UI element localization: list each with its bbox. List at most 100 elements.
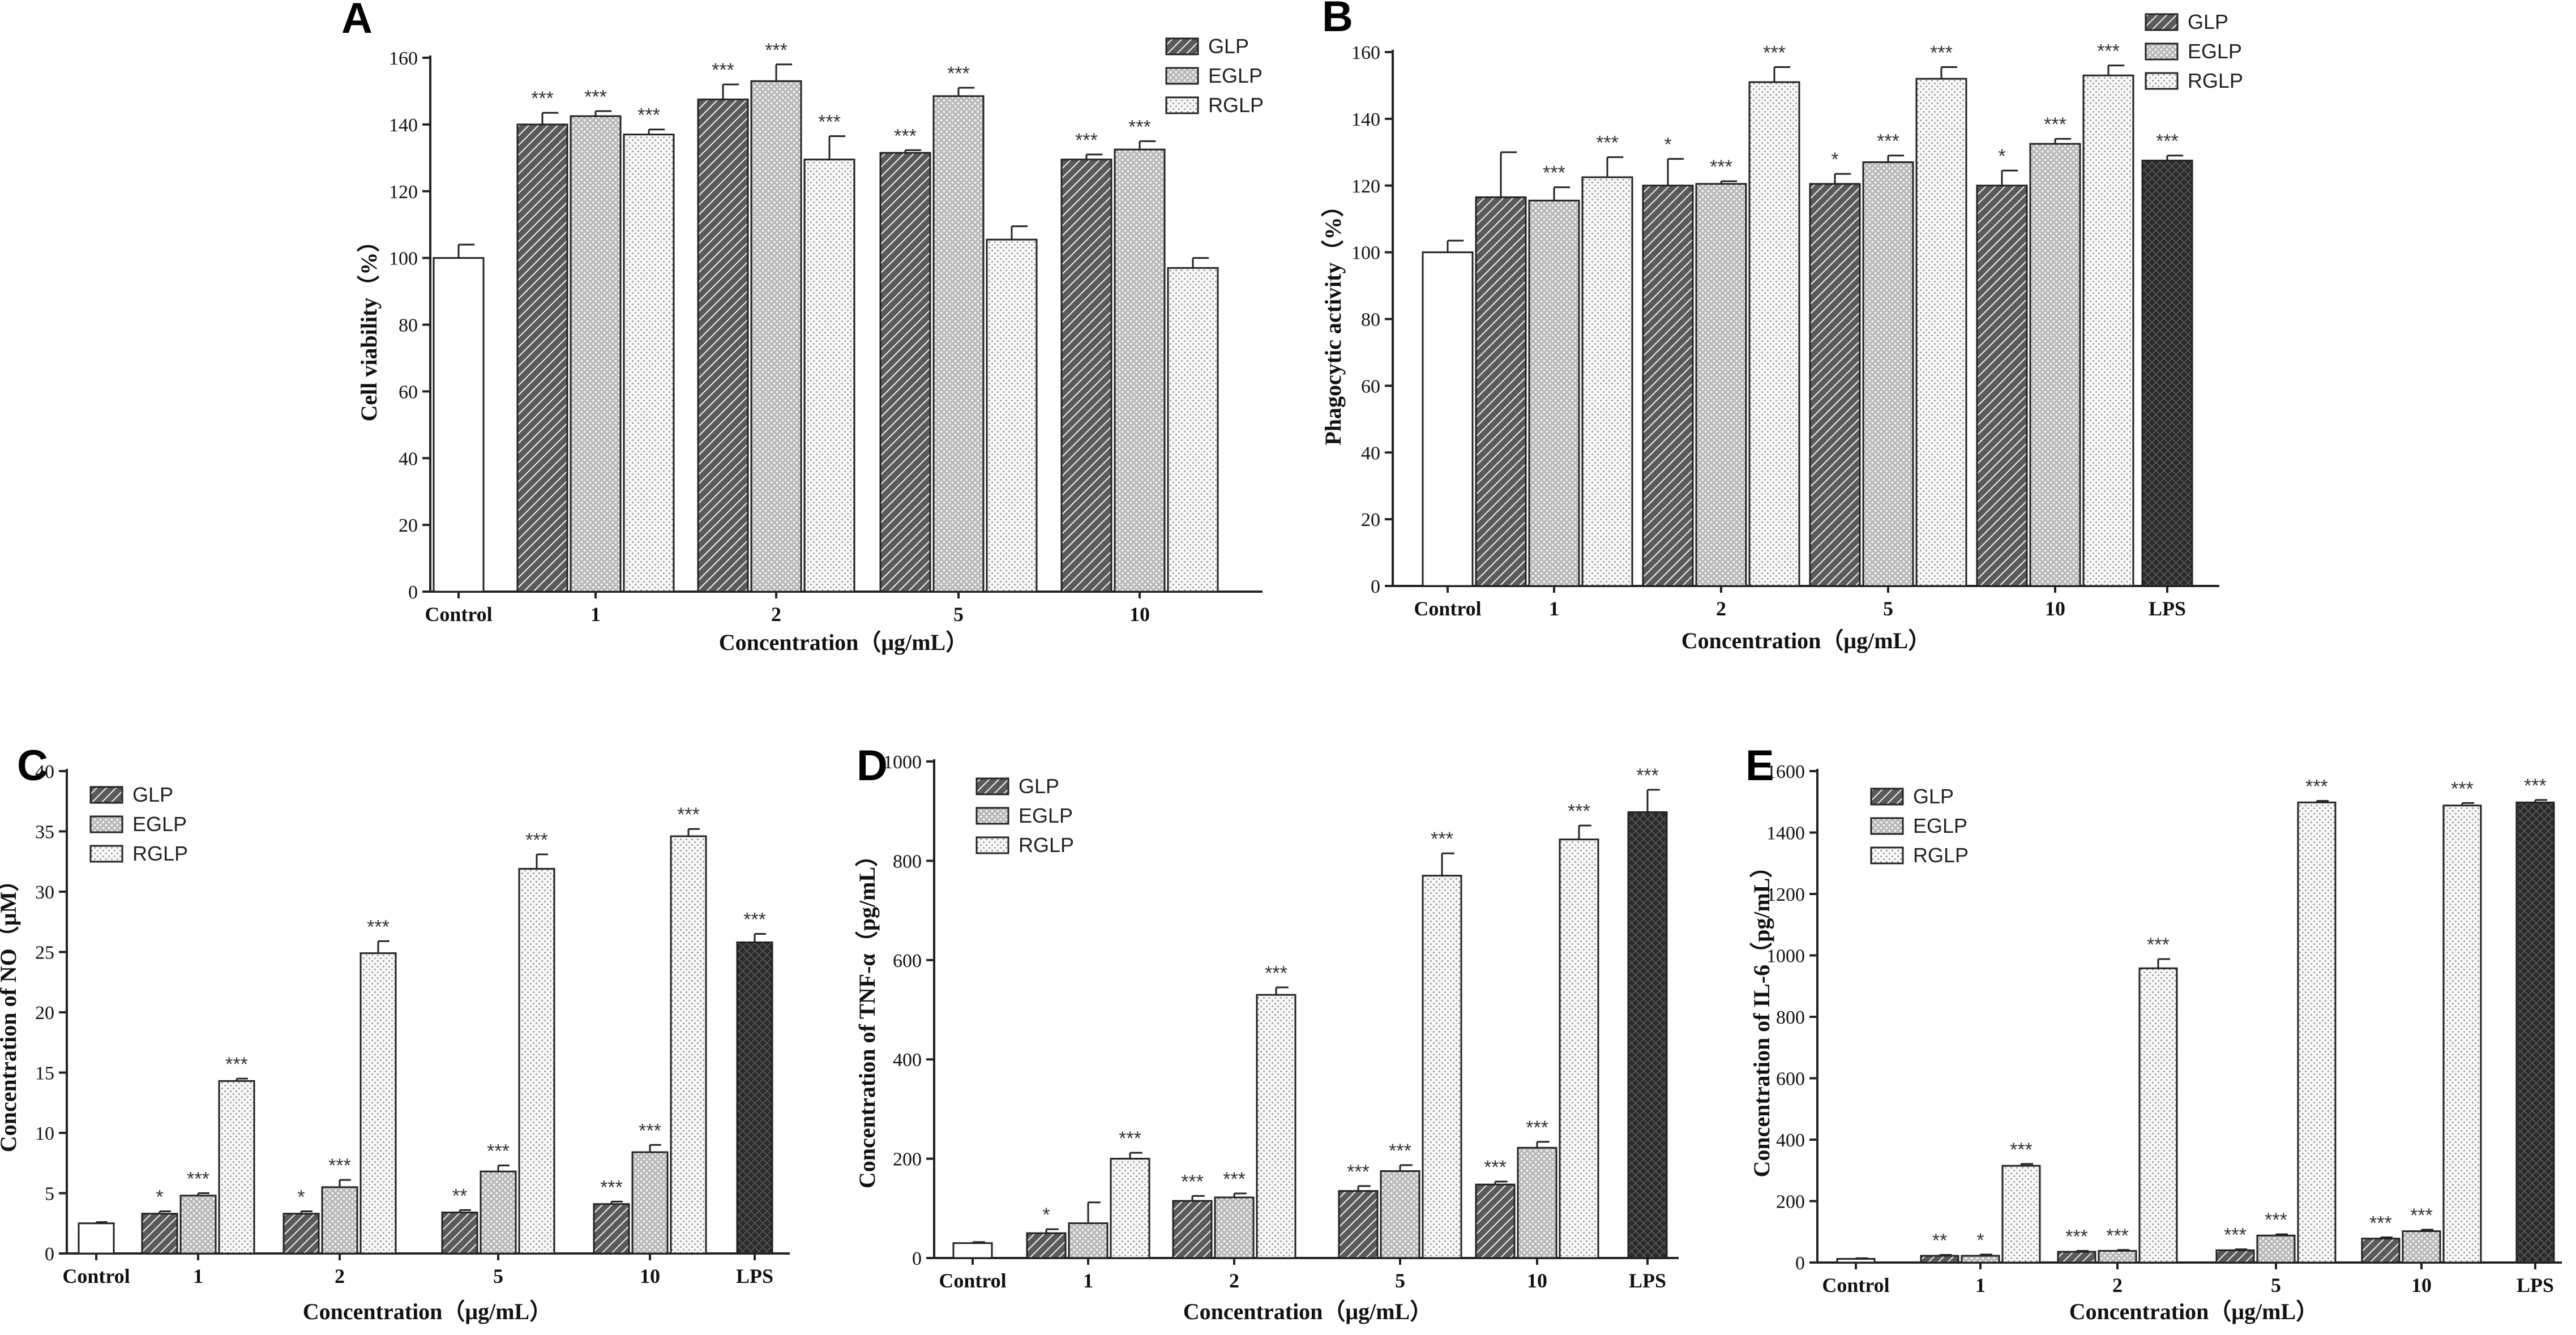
bar-1-rglp <box>1110 1158 1150 1259</box>
legend: GLP EGLP RGLP <box>1870 785 1969 867</box>
legend-swatch-rglp <box>1165 96 1199 114</box>
legend-swatch-rglp <box>975 836 1009 854</box>
significance-label: *** <box>1181 1171 1204 1192</box>
x-tick-label-10: 10 <box>640 1265 660 1287</box>
bar-2-eglp <box>750 80 802 593</box>
legend-label-eglp: EGLP <box>1208 64 1263 87</box>
x-tick-label-lps: LPS <box>736 1265 773 1287</box>
legend-swatch-glp <box>89 786 123 804</box>
x-tick-label-10: 10 <box>1129 603 1150 626</box>
y-tick-label: 20 <box>1361 510 1380 530</box>
bar-1-glp <box>1026 1232 1067 1259</box>
significance-label: *** <box>1877 131 1899 152</box>
bar-1-eglp <box>1068 1222 1109 1259</box>
bar-5-glp <box>1338 1190 1379 1259</box>
bar-2-eglp <box>321 1186 358 1255</box>
bar-control-control <box>952 1242 993 1259</box>
legend-label-eglp: EGLP <box>1913 814 1967 837</box>
bar-10-glp <box>2361 1238 2400 1264</box>
y-tick-label: 600 <box>1776 1069 1805 1090</box>
bar-5-eglp <box>1862 161 1914 587</box>
significance-label: *** <box>584 86 607 108</box>
x-tick-label-1: 1 <box>590 603 601 626</box>
y-tick-label: 600 <box>893 951 922 972</box>
significance-label: *** <box>1710 156 1732 178</box>
significance-label: *** <box>2010 1139 2032 1161</box>
y-tick-label: 800 <box>893 851 922 872</box>
y-tick-label: 1600 <box>1766 761 1805 782</box>
significance-label: *** <box>2224 1225 2246 1246</box>
bar-control-control <box>1422 251 1474 587</box>
bar-2-glp <box>697 99 749 593</box>
y-tick-label: 120 <box>1351 176 1380 197</box>
y-tick-label: 140 <box>1351 109 1380 130</box>
x-axis-title: Concentration（μg/mL） <box>1681 628 1931 653</box>
significance-label: *** <box>1128 116 1151 138</box>
bar-1-rglp <box>623 134 675 593</box>
y-tick-label: 60 <box>1361 376 1380 397</box>
significance-label: *** <box>2044 114 2066 135</box>
y-tick-label: 20 <box>35 1003 54 1024</box>
significance-label: * <box>1976 1230 1984 1251</box>
y-tick-label: 160 <box>389 48 418 69</box>
significance-label: *** <box>2147 934 2170 956</box>
bar-10-rglp <box>670 835 707 1255</box>
significance-label: * <box>1831 149 1838 170</box>
y-tick-label: 400 <box>1776 1130 1805 1151</box>
y-tick-label: 40 <box>399 448 418 469</box>
y-tick-label: 100 <box>389 249 418 269</box>
bar-5-eglp <box>932 95 985 593</box>
bar-5-eglp <box>1380 1170 1420 1259</box>
bar-10-eglp <box>2029 143 2081 587</box>
legend: GLP EGLP RGLP <box>2145 10 2243 92</box>
significance-label: *** <box>1389 1140 1411 1162</box>
significance-label: *** <box>2305 776 2328 798</box>
x-tick-label-2: 2 <box>771 603 781 626</box>
x-tick-label-control: Control <box>62 1265 130 1287</box>
x-tick-label-lps: LPS <box>2149 597 2186 620</box>
legend-label-eglp: EGLP <box>1019 804 1073 827</box>
significance-label: *** <box>637 105 660 126</box>
significance-label: *** <box>1119 1128 1141 1149</box>
y-axis-title: Concentration of NO（μM） <box>0 869 21 1152</box>
legend-label-glp: GLP <box>1913 785 1954 808</box>
legend-swatch-eglp <box>1165 67 1199 85</box>
x-tick-label-control: Control <box>425 603 492 626</box>
significance-label: *** <box>1265 962 1287 984</box>
bar-1-glp <box>516 123 568 593</box>
significance-label: *** <box>1484 1157 1507 1178</box>
y-tick-label: 0 <box>1795 1253 1805 1274</box>
y-tick-label: 20 <box>399 515 418 536</box>
x-axis-title: Concentration（μg/mL） <box>719 630 968 655</box>
legend-label-glp: GLP <box>132 783 173 806</box>
legend-swatch-glp <box>975 777 1009 795</box>
significance-label: *** <box>2265 1209 2287 1231</box>
significance-label: *** <box>1223 1169 1246 1190</box>
significance-label: *** <box>2410 1205 2433 1226</box>
significance-label: * <box>1042 1204 1050 1226</box>
significance-label: *** <box>1596 132 1619 154</box>
significance-label: *** <box>225 1054 248 1075</box>
x-tick-label-5: 5 <box>1395 1269 1405 1292</box>
y-tick-label: 120 <box>389 182 418 203</box>
bar-2-glp <box>283 1213 320 1255</box>
x-tick-label-5: 5 <box>953 603 964 626</box>
bar-5-rglp <box>1422 875 1462 1259</box>
x-tick-label-2: 2 <box>335 1265 345 1287</box>
bar-2-eglp <box>2098 1250 2137 1264</box>
bar-2-glp <box>2057 1251 2096 1264</box>
bar-1-glp <box>1475 196 1527 587</box>
bar-10-rglp <box>2082 74 2134 587</box>
significance-label: *** <box>1431 828 1453 850</box>
significance-label: *** <box>712 59 734 81</box>
panel-a: A 0 20 40 60 80 100 120 140 160 Control 1 2 5 10 *** ***… <box>341 0 1264 655</box>
significance-label: ** <box>1932 1230 1947 1251</box>
bar-5-glp <box>2215 1249 2255 1264</box>
significance-label: *** <box>2097 41 2120 62</box>
legend: GLP EGLP RGLP <box>89 783 188 865</box>
panel-label-a: A <box>341 0 373 42</box>
